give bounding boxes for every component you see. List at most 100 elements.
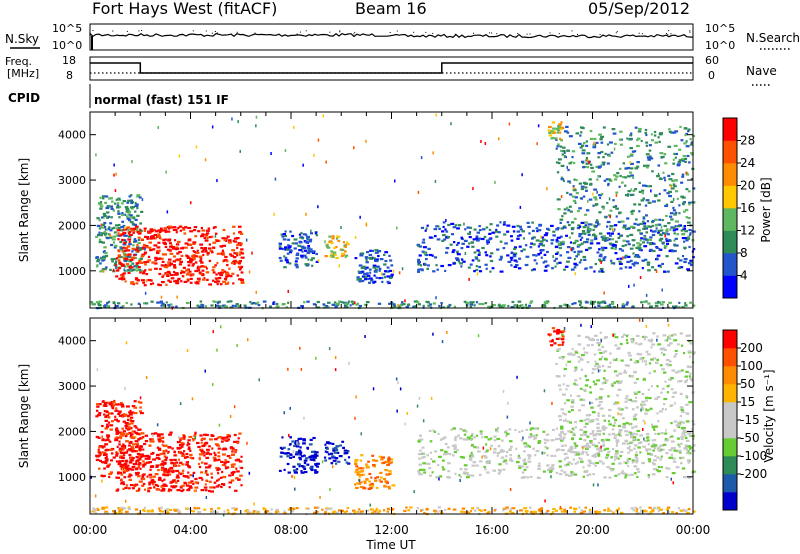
echo-cell: [505, 455, 508, 458]
echo-cell: [453, 444, 457, 447]
echo-cell: [670, 440, 675, 443]
echo-cell: [174, 228, 178, 231]
echo-cell: [599, 301, 604, 304]
echo-cell: [128, 232, 131, 235]
echo-cell: [340, 226, 342, 229]
echo-cell: [574, 453, 577, 456]
echo-cell: [131, 207, 134, 210]
echo-cell: [614, 252, 618, 255]
echo-cell: [115, 266, 119, 269]
echo-cell: [216, 283, 219, 286]
echo-cell: [392, 269, 395, 273]
echo-cell: [573, 258, 576, 261]
echo-cell: [601, 425, 605, 428]
echo-cell: [594, 445, 599, 448]
echo-cell: [106, 211, 110, 214]
echo-cell: [173, 266, 177, 269]
echo-cell: [230, 262, 234, 265]
echo-cell: [154, 483, 158, 487]
echo-cell: [612, 424, 616, 427]
echo-cell: [569, 181, 572, 184]
echo-cell: [454, 224, 458, 227]
echo-cell: [138, 454, 141, 457]
echo-cell: [656, 335, 659, 338]
echo-cell: [133, 484, 137, 488]
echo-cell: [187, 239, 192, 242]
echo-cell: [542, 238, 546, 241]
echo-cell: [189, 281, 193, 284]
echo-cell: [606, 225, 609, 228]
echo-cell: [105, 401, 110, 404]
echo-cell: [161, 260, 165, 263]
echo-cell: [618, 431, 622, 434]
echo-cell: [137, 241, 141, 245]
echo-cell: [149, 228, 154, 231]
echo-cell: [354, 460, 358, 463]
echo-cell: [591, 418, 595, 422]
echo-cell: [358, 271, 362, 274]
echo-cell: [158, 509, 162, 512]
echo-cell: [114, 418, 119, 421]
echo-cell: [589, 300, 593, 303]
echo-cell: [114, 409, 119, 412]
echo-cell: [283, 255, 286, 258]
echo-cell: [465, 430, 468, 433]
echo-cell: [398, 271, 401, 275]
echo-cell: [435, 264, 438, 267]
echo-cell: [633, 222, 637, 225]
echo-cell: [119, 465, 123, 468]
echo-cell: [212, 300, 215, 303]
echo-cell: [665, 239, 670, 242]
echo-cell: [489, 255, 492, 258]
echo-cell: [478, 473, 482, 476]
echo-cell: [111, 200, 114, 203]
echo-cell: [558, 437, 562, 440]
echo-cell: [500, 257, 503, 260]
echo-cell: [517, 300, 522, 303]
echo-cell: [105, 448, 108, 451]
echo-cell: [479, 430, 483, 433]
echo-cell: [680, 369, 684, 372]
echo-cell: [405, 306, 409, 309]
echo-cell: [684, 208, 689, 212]
echo-cell: [660, 351, 664, 354]
echo-cell: [614, 418, 618, 422]
echo-cell: [560, 178, 565, 181]
echo-cell: [417, 261, 421, 264]
echo-cell: [120, 511, 123, 514]
echo-cell: [436, 268, 439, 271]
echo-cell: [185, 507, 189, 510]
echo-cell: [651, 461, 655, 464]
echo-cell: [511, 507, 516, 510]
echo-cell: [354, 301, 356, 305]
echo-cell: [657, 172, 660, 176]
echo-cell: [683, 260, 687, 264]
echo-cell: [379, 267, 382, 270]
echo-cell: [557, 143, 560, 146]
echo-cell: [472, 187, 474, 191]
echo-cell: [120, 447, 125, 450]
echo-cell: [570, 221, 575, 224]
echo-cell: [653, 370, 656, 373]
echo-cell: [602, 258, 606, 262]
echo-cell: [447, 264, 452, 267]
echo-cell: [471, 245, 475, 248]
echo-cell: [388, 254, 391, 257]
echo-cell: [451, 250, 455, 254]
colorbar-segment: [723, 185, 737, 209]
echo-cell: [677, 266, 681, 269]
echo-cell: [224, 436, 228, 439]
echo-cell: [664, 204, 668, 207]
echo-cell: [205, 248, 207, 251]
echo-cell: [308, 240, 312, 243]
echo-cell: [140, 412, 144, 415]
echo-cell: [689, 259, 693, 262]
echo-cell: [388, 461, 391, 464]
echo-cell: [624, 254, 628, 257]
echo-cell: [294, 441, 298, 445]
echo-cell: [133, 400, 137, 403]
echo-cell: [314, 454, 319, 457]
echo-cell: [515, 461, 520, 464]
echo-cell: [518, 234, 522, 237]
echo-cell: [666, 438, 670, 441]
